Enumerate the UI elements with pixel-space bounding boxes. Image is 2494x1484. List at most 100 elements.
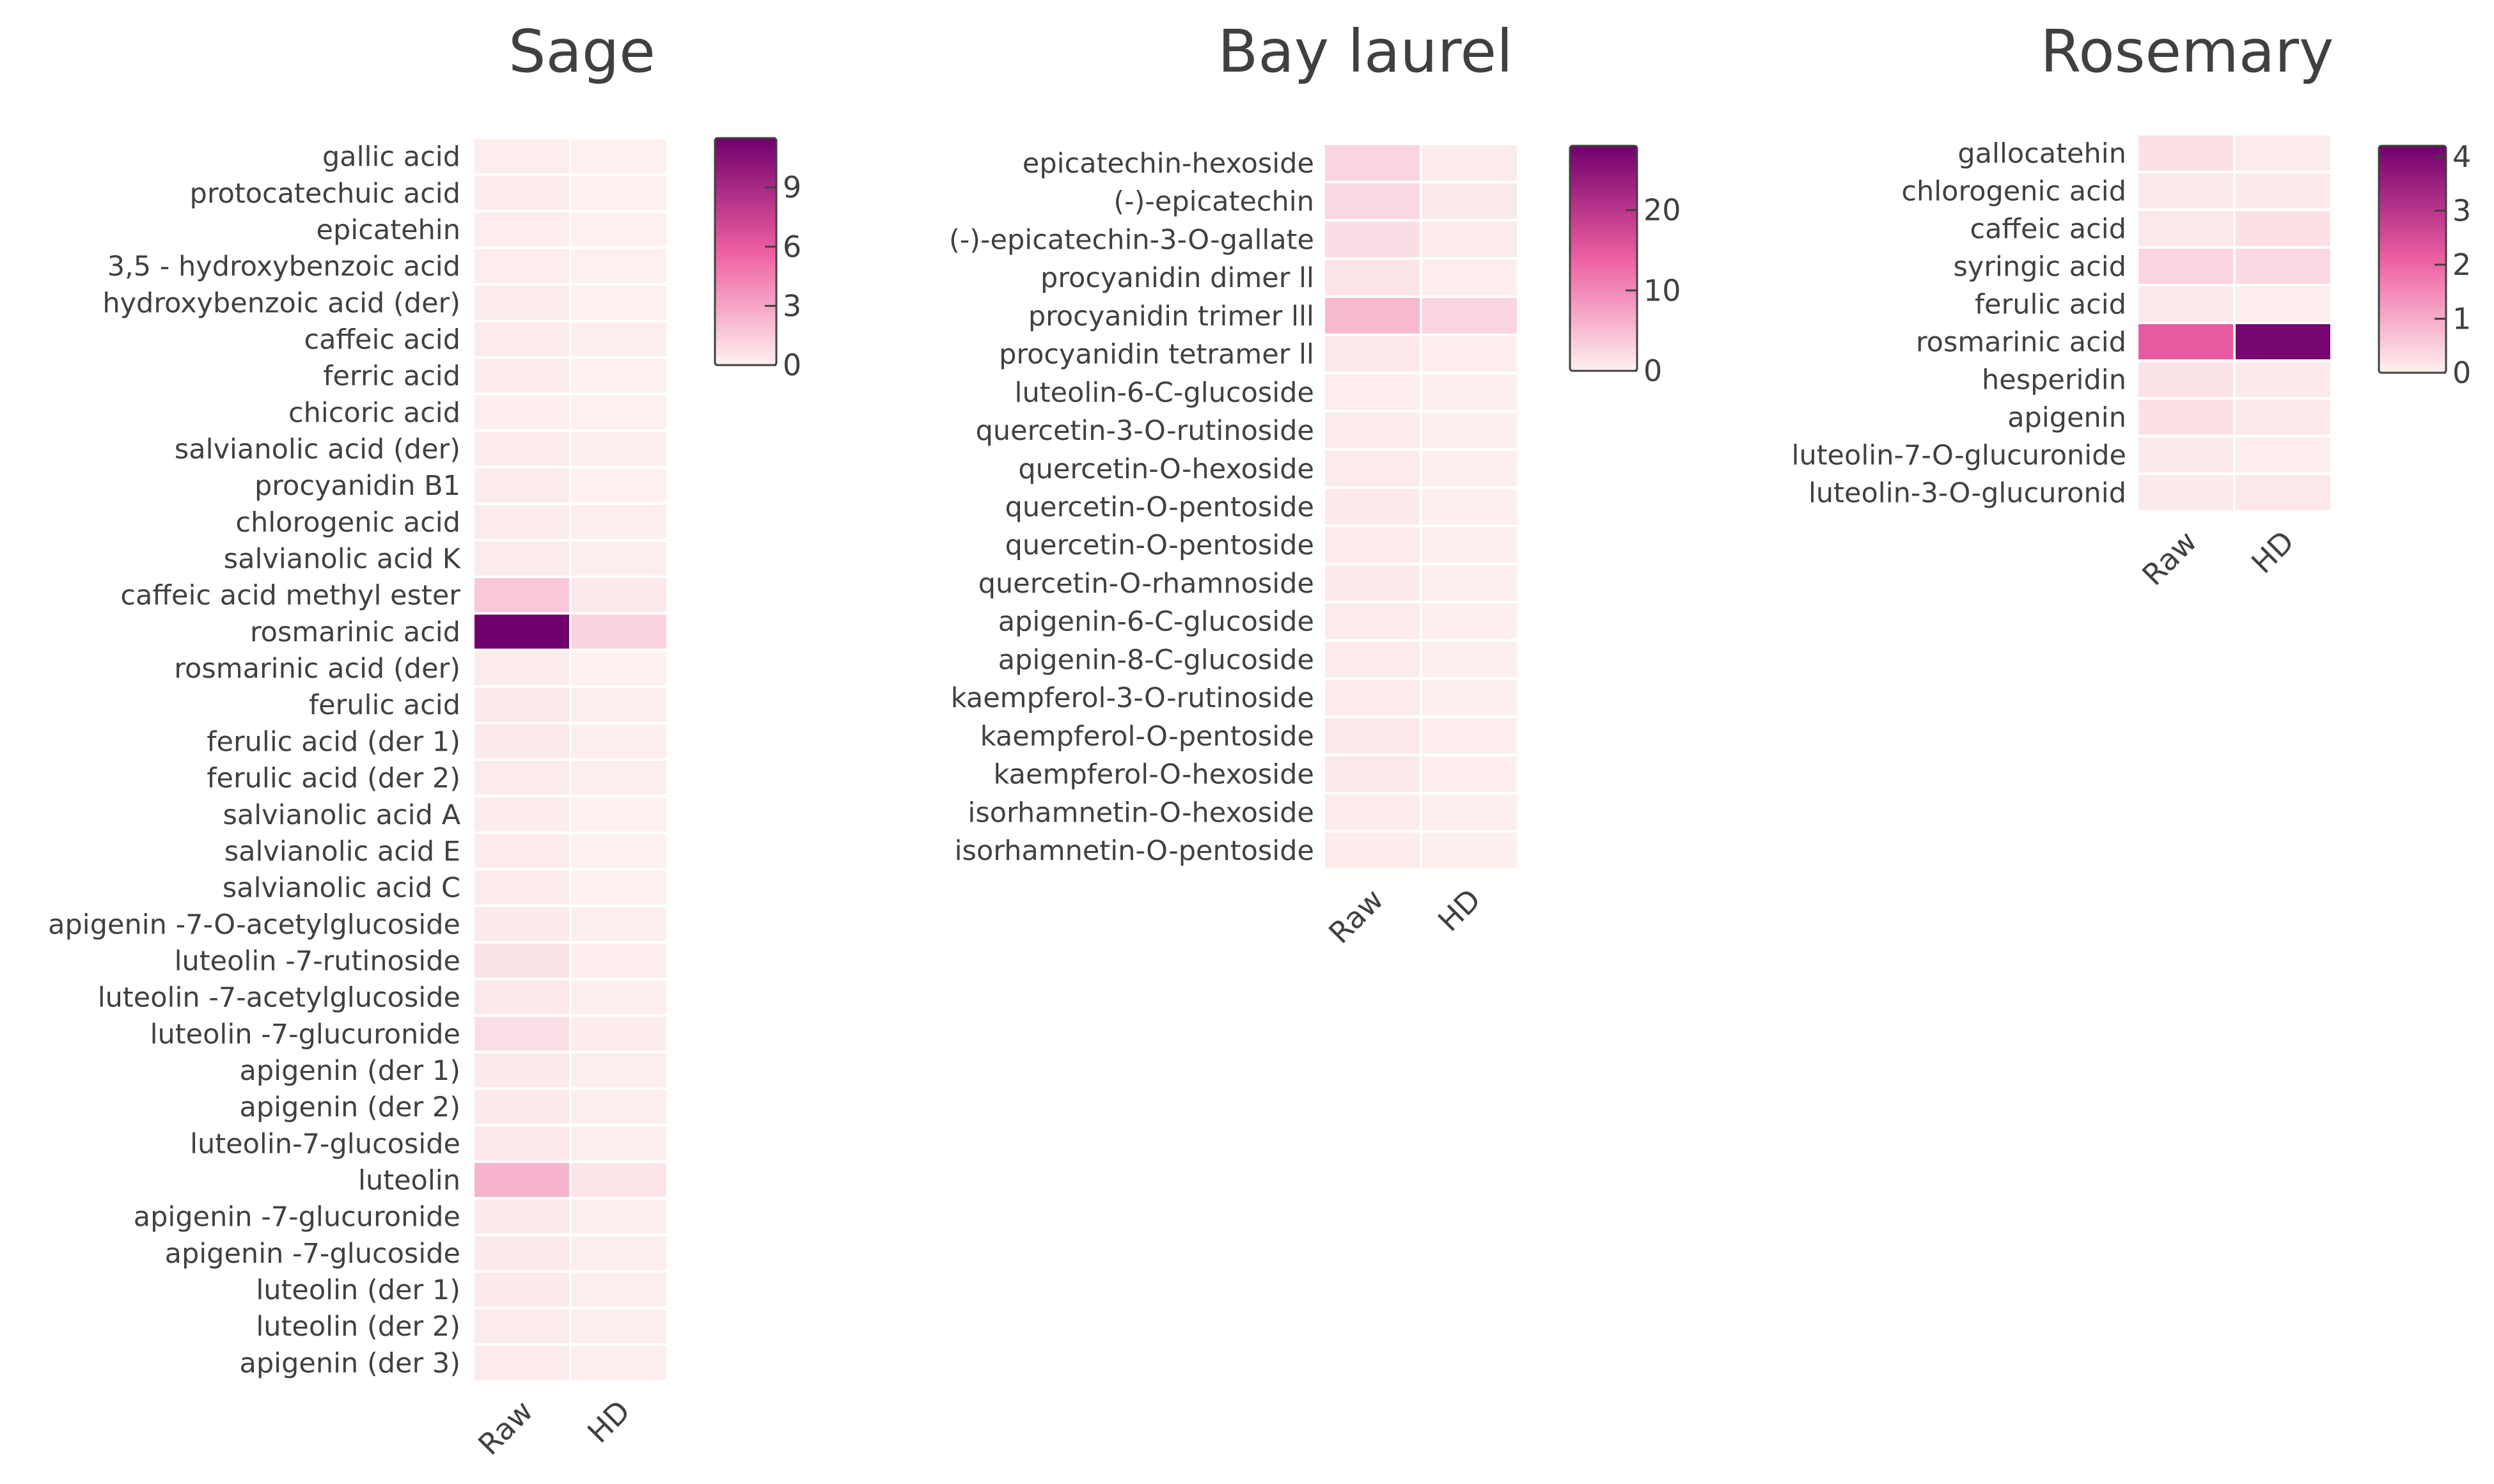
row-label: luteolin -7-rutinoside bbox=[175, 945, 460, 977]
heatmap-cell bbox=[2138, 324, 2233, 359]
row-label: procyanidin trimer lll bbox=[1028, 301, 1314, 332]
row-label: chlorogenic acid bbox=[235, 506, 460, 538]
heatmap-cell bbox=[1422, 794, 1517, 831]
row-label: caffeic acid bbox=[1970, 214, 2126, 246]
column-label: Raw bbox=[2135, 524, 2204, 593]
colorbar: 0 10 20 bbox=[1569, 144, 1681, 388]
row-label: quercetin-O-rhamnoside bbox=[978, 568, 1314, 600]
row-label: salvianolic acid K bbox=[224, 543, 462, 575]
panel-title: Bay laurel bbox=[1218, 17, 1512, 86]
row-label: rosmarinic acid (der) bbox=[174, 653, 460, 685]
heatmap-cell bbox=[1422, 641, 1517, 678]
heatmap-cell bbox=[1325, 603, 1420, 639]
heatmap-cell bbox=[474, 1162, 569, 1198]
heatmap-cell bbox=[474, 395, 569, 430]
heatmap-cell bbox=[572, 870, 666, 905]
heatmap-cell bbox=[1422, 756, 1517, 792]
heatmap-cell bbox=[572, 432, 666, 466]
heatmap-cell bbox=[1325, 756, 1420, 792]
heatmap-cell bbox=[572, 578, 666, 613]
colorbar-tick-label: 0 bbox=[2452, 355, 2471, 390]
heatmap-cell bbox=[2138, 136, 2233, 171]
row-label: apigenin -7-O-acetylglucoside bbox=[48, 909, 460, 941]
heatmap-cell bbox=[572, 176, 666, 210]
row-label: luteolin bbox=[358, 1165, 460, 1197]
heatmap-cell bbox=[1325, 488, 1420, 525]
heatmap-cell bbox=[1325, 183, 1420, 219]
heatmap-cell bbox=[474, 504, 569, 539]
heatmap-cell bbox=[2138, 475, 2233, 510]
row-label: luteolin-6-C-glucoside bbox=[1015, 377, 1314, 409]
colorbar-tick-label: 6 bbox=[783, 230, 801, 264]
heatmap-cell bbox=[572, 1236, 666, 1270]
row-label: apigenin -7-glucuronide bbox=[134, 1201, 460, 1233]
row-label: luteolin-3-O-glucuronid bbox=[1808, 478, 2126, 510]
heatmap-cell bbox=[474, 139, 569, 174]
heatmap-cell bbox=[1325, 794, 1420, 831]
heatmap-cell bbox=[474, 834, 569, 868]
heatmap-cell bbox=[1422, 488, 1517, 525]
heatmap-cell bbox=[474, 1309, 569, 1343]
heatmap-cell bbox=[572, 943, 666, 978]
colorbar-tick-label: 3 bbox=[783, 288, 801, 323]
heatmap-cell bbox=[572, 359, 666, 393]
heatmap-cell bbox=[474, 541, 569, 576]
heatmap-cell bbox=[572, 468, 666, 503]
heatmap-cell bbox=[1422, 183, 1517, 219]
heatmap-cell bbox=[2138, 400, 2233, 435]
heatmap-cell bbox=[572, 139, 666, 174]
colorbar-tick-label: 10 bbox=[1643, 273, 1681, 308]
heatmap-cell bbox=[474, 1017, 569, 1051]
heatmap-cell bbox=[572, 541, 666, 576]
heatmap-cell bbox=[474, 322, 569, 357]
heatmap-cell bbox=[572, 761, 666, 795]
heatmap-cell bbox=[474, 1345, 569, 1380]
row-label: ferulic acid bbox=[1975, 289, 2126, 321]
heatmap-cell bbox=[474, 1272, 569, 1307]
heatmap-cell bbox=[1422, 260, 1517, 295]
heatmap-cell bbox=[2236, 173, 2330, 208]
row-label: luteolin (der 1) bbox=[256, 1274, 460, 1306]
heatmap-cell bbox=[474, 980, 569, 1015]
heatmap-cell bbox=[1422, 832, 1517, 868]
heatmap-cell bbox=[1422, 297, 1517, 334]
panel-sage: Sage gallic acid protocatechuic acid epica… bbox=[48, 17, 801, 1462]
heatmap-cell bbox=[474, 1053, 569, 1088]
row-label: apigenin bbox=[2007, 402, 2126, 434]
row-label: apigenin-6-C-glucoside bbox=[998, 606, 1314, 638]
colorbar: 0 3 6 9 bbox=[714, 137, 801, 382]
row-label: (-)-epicatechin-3-O-gallate bbox=[949, 224, 1314, 256]
row-label: caffeic acid bbox=[304, 324, 460, 355]
heatmap-cell bbox=[474, 249, 569, 283]
heatmap-cell bbox=[1422, 336, 1517, 372]
heatmap-cell bbox=[2236, 249, 2330, 284]
row-label: apigenin -7-glucoside bbox=[165, 1238, 460, 1270]
column-label: HD bbox=[2245, 524, 2301, 581]
heatmap-cell bbox=[572, 504, 666, 539]
heatmap-cell bbox=[474, 468, 569, 503]
row-label: luteolin (der 2) bbox=[256, 1311, 460, 1343]
column-label: HD bbox=[581, 1394, 637, 1450]
heatmap-cell bbox=[2236, 362, 2330, 397]
heatmap-cell bbox=[474, 943, 569, 978]
heatmap-cell bbox=[572, 834, 666, 868]
heatmap-cell bbox=[1325, 221, 1420, 258]
row-label: quercetin-O-pentoside bbox=[1005, 529, 1314, 561]
heatmap-cell bbox=[572, 249, 666, 283]
heatmap-cell bbox=[2236, 475, 2330, 510]
row-labels: gallocatehin chlorogenic acid caffeic acid… bbox=[1792, 138, 2127, 510]
colorbar-gradient bbox=[1569, 144, 1638, 372]
heatmap-cell bbox=[1325, 374, 1420, 410]
heatmap-cell bbox=[1422, 450, 1517, 487]
row-label: hesperidin bbox=[1982, 364, 2126, 396]
heatmap-cell bbox=[2236, 437, 2330, 473]
row-label: apigenin (der 3) bbox=[240, 1347, 460, 1379]
heatmap-cell bbox=[1325, 450, 1420, 487]
row-label: syringic acid bbox=[1953, 251, 2126, 283]
heatmap-cell bbox=[474, 687, 569, 722]
heatmap-cell bbox=[572, 651, 666, 685]
heatmap-cell bbox=[1325, 565, 1420, 601]
row-label: luteolin -7-acetylglucoside bbox=[98, 982, 460, 1014]
row-label: kaempferol-O-pentoside bbox=[980, 721, 1314, 753]
heatmap-cell bbox=[1325, 832, 1420, 868]
